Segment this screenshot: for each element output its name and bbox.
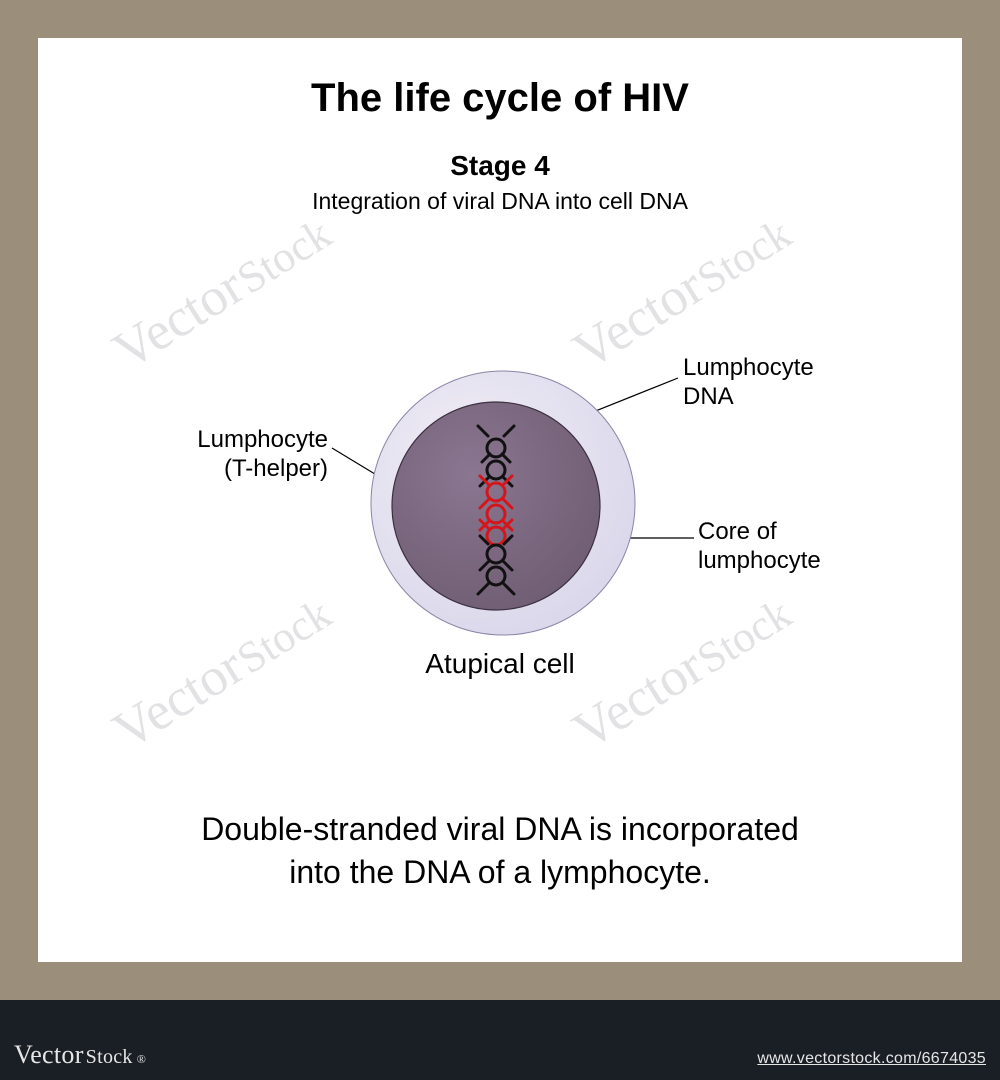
cell-label: Atupical cell (38, 648, 962, 680)
footer-bar: VectorStock ® www.vectorstock.com/6674035 (0, 1000, 1000, 1080)
description-line: into the DNA of a lymphocyte. (289, 854, 711, 890)
footer-brand-part2: Stock (86, 1046, 133, 1069)
registered-icon: ® (137, 1052, 146, 1067)
stage-heading: Stage 4 (38, 150, 962, 182)
annotation-line: Lumphocyte (683, 354, 814, 381)
annotation-lymphocyte: Lumphocyte (T-helper) (68, 426, 328, 484)
description-line: Double-stranded viral DNA is incorporate… (201, 811, 799, 847)
annotation-lymphocyte-dna: Lumphocyte DNA (683, 354, 943, 412)
footer-brand-part1: Vector (14, 1040, 84, 1070)
diagram-title: The life cycle of HIV (38, 76, 962, 121)
annotation-line: (T-helper) (224, 455, 328, 482)
annotation-core: Core of lumphocyte (698, 518, 958, 576)
stage-subtitle: Integration of viral DNA into cell DNA (38, 188, 962, 215)
footer-image-id-link[interactable]: www.vectorstock.com/6674035 (757, 1050, 986, 1068)
annotation-line: lumphocyte (698, 547, 821, 574)
description-text: Double-stranded viral DNA is incorporate… (78, 808, 922, 894)
cell-diagram (368, 368, 638, 638)
annotation-line: Core of (698, 518, 777, 545)
annotation-line: DNA (683, 383, 734, 410)
footer-brand: VectorStock ® (14, 1040, 146, 1070)
annotation-line: Lumphocyte (197, 426, 328, 453)
cell-svg (368, 368, 638, 638)
inner-panel: The life cycle of HIV Stage 4 Integratio… (38, 38, 962, 962)
